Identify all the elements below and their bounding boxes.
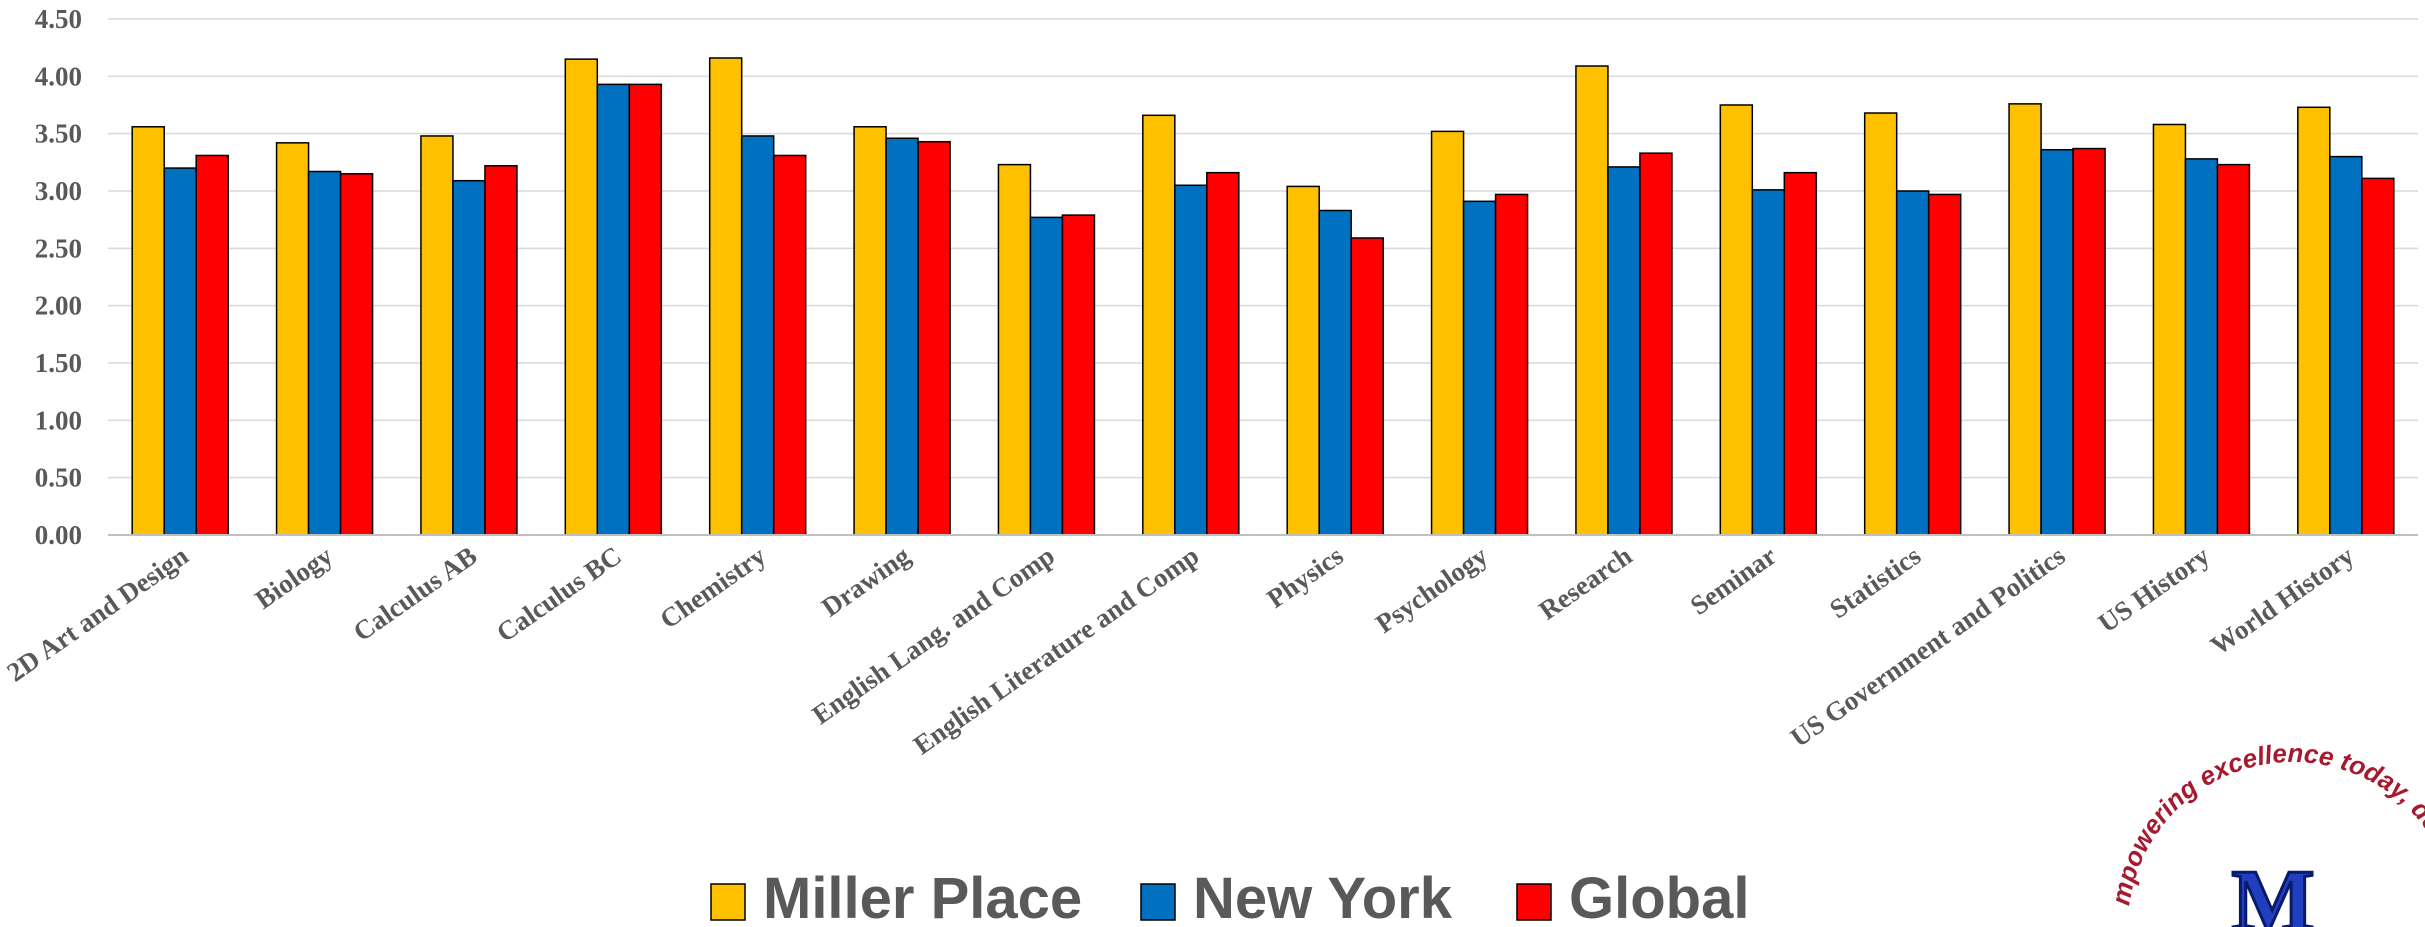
bar [1430,130,1465,536]
bar [1029,216,1064,536]
bar [420,135,454,536]
bar [997,163,1032,536]
bar [1575,65,1609,536]
y-tick-label: 1.00 [35,405,82,435]
y-tick-label: 4.50 [35,4,82,34]
bar [1639,152,1673,536]
bar [1350,237,1384,536]
x-tick-label: Seminar [1685,540,1782,621]
x-tick-label: English Literature and Comp [908,540,1204,760]
bar [628,83,663,536]
y-tick-label: 4.00 [35,61,82,91]
bar [1751,189,1786,536]
bar [131,126,165,536]
bar [2040,148,2074,536]
bar [1719,104,1754,536]
x-tick-label: US History [2093,540,2216,638]
bar [1206,171,1240,536]
x-tick-label: US Government and Politics [1785,540,2071,753]
x-tick-label: World History [2205,540,2360,661]
x-tick-label: Calculus BC [491,540,627,648]
bar [1927,193,1962,536]
bar [917,140,951,536]
x-tick-label: Physics [1261,540,1348,614]
x-tick-label: Biology [250,540,339,615]
bar [484,165,518,536]
x-tick-label: Statistics [1824,540,1926,624]
bar [1318,209,1352,536]
bar [708,57,743,536]
bar [1494,193,1529,536]
legend: Miller Place New York Global [710,866,1749,927]
bar [1061,214,1096,536]
legend-label: New York [1193,866,1453,927]
bar [2297,106,2331,536]
legend-swatch [1140,883,1176,921]
bar [1286,185,1320,536]
x-tick-label: Calculus AB [348,540,483,647]
y-tick-label: 0.00 [35,520,82,550]
bar [1863,112,1898,536]
bar [596,83,631,536]
y-tick-label: 2.00 [35,291,82,321]
logo-letter: M [2231,853,2314,927]
bar [2329,155,2363,536]
bar [2008,103,2042,536]
bar [2152,123,2187,536]
bar [2361,177,2395,536]
x-tick-label: Psychology [1370,540,1493,639]
x-tick-label: Chemistry [654,540,771,635]
bar [2184,158,2219,536]
y-tick-label: 2.50 [35,233,82,263]
legend-swatch [710,883,746,921]
bar [163,167,197,536]
bar [452,179,486,536]
bar [740,135,775,536]
bar [339,173,374,536]
legend-label: Miller Place [763,866,1082,927]
x-tick-label: Research [1533,540,1637,625]
bar [853,126,887,536]
bar [1142,114,1176,536]
bar [1174,184,1208,536]
logo-letter-group: M [2222,852,2316,927]
bar [885,137,919,536]
bar [1462,200,1497,536]
y-tick-label: 3.00 [35,176,82,206]
bar [1783,171,1818,536]
y-tick-label: 3.50 [35,119,82,149]
bar [195,154,229,536]
legend-label: Global [1569,866,1749,927]
y-tick-label: 1.50 [35,348,82,378]
bar [2072,147,2106,536]
bar [564,58,599,536]
bar [2216,163,2251,536]
bar [1607,166,1641,536]
bar [772,154,807,536]
bar [307,170,342,536]
bars [131,57,2395,536]
x-tick-label: English Lang. and Comp [807,540,1060,730]
y-tick-label: 0.50 [35,463,82,493]
logo-letter-backing [2222,868,2292,927]
legend-swatch [1516,883,1552,921]
bar [1895,190,1930,536]
x-tick-label: Drawing [816,540,916,623]
bar [275,142,310,536]
x-tick-label: 2D Art and Design [1,540,193,687]
